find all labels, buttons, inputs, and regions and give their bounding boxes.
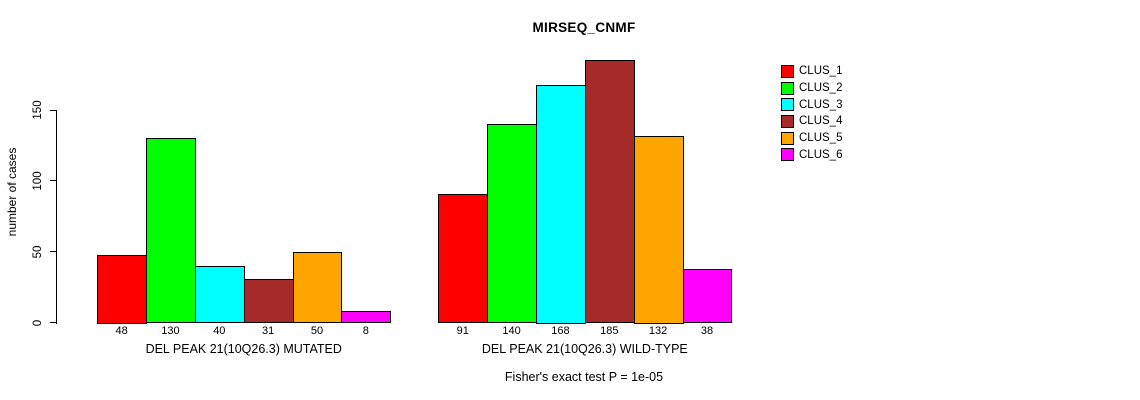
bar-value-label: 38 [700,325,714,337]
bar-clus_1 [97,254,148,324]
y-axis-tick-label: 100 [32,171,44,191]
y-axis-line [56,110,57,324]
legend-swatch-clus_2 [781,81,794,95]
bar-clus_5 [292,251,343,324]
bar-value-label: 130 [161,325,180,337]
bar-clus_4 [243,278,294,324]
bar-clus_2 [487,124,537,324]
legend-label: CLUS_3 [799,98,843,111]
bar-clus_1 [438,193,489,324]
bar-clus_6 [682,268,733,324]
legend-label: CLUS_2 [799,82,843,95]
annotation-text: Fisher's exact test P = 1e-05 [504,370,664,384]
legend-swatch-clus_4 [781,114,794,128]
legend-item: CLUS_6 [781,146,842,163]
legend-item: CLUS_3 [781,96,842,113]
y-axis-label: number of cases [5,147,19,237]
legend-item: CLUS_2 [781,80,842,97]
legend-label: CLUS_5 [799,132,843,145]
legend-item: CLUS_4 [781,113,842,130]
bar-value-label: 50 [310,325,324,337]
y-axis-tick [50,251,57,253]
y-axis-tick [50,322,57,323]
y-axis-tick [50,180,57,182]
x-axis-group-label: DEL PEAK 21(10Q26.3) WILD-TYPE [481,342,688,356]
bar-value-label: 132 [648,325,668,337]
legend-swatch-clus_6 [781,148,794,162]
legend-swatch-clus_5 [781,131,794,145]
bar-value-label: 168 [551,325,570,337]
chart-title: MIRSEQ_CNMF [532,20,636,35]
legend-label: CLUS_6 [799,148,843,161]
bar-value-label: 8 [362,325,369,337]
bar-value-label: 31 [262,325,275,337]
legend-label: CLUS_4 [799,115,843,128]
y-axis-tick-label: 150 [32,100,44,120]
bar-value-label: 140 [502,325,521,337]
y-axis-tick-label: 0 [32,319,44,326]
bar-value-label: 48 [115,325,128,337]
legend-item: CLUS_5 [781,130,842,147]
legend-swatch-clus_3 [781,98,794,112]
bar-clus_4 [584,60,635,324]
bar-clus_6 [341,311,392,324]
bar-clus_3 [536,84,586,324]
legend: CLUS_1 CLUS_2 CLUS_3 CLUS_4 CLUS_5 CLUS_6 [781,63,842,163]
legend-item: CLUS_1 [781,63,842,80]
bar-value-label: 40 [213,325,226,337]
x-axis-group-label: DEL PEAK 21(10Q26.3) MUTATED [145,342,342,356]
bar-clus_2 [146,138,196,324]
bar-value-label: 91 [456,325,469,337]
y-axis-tick-label: 50 [32,245,44,259]
legend-swatch-clus_1 [781,64,794,78]
legend-label: CLUS_1 [799,65,843,78]
bar-clus_3 [194,265,245,324]
y-axis-tick [50,109,57,111]
bar-value-label: 185 [600,325,619,337]
bar-clus_5 [633,135,684,324]
